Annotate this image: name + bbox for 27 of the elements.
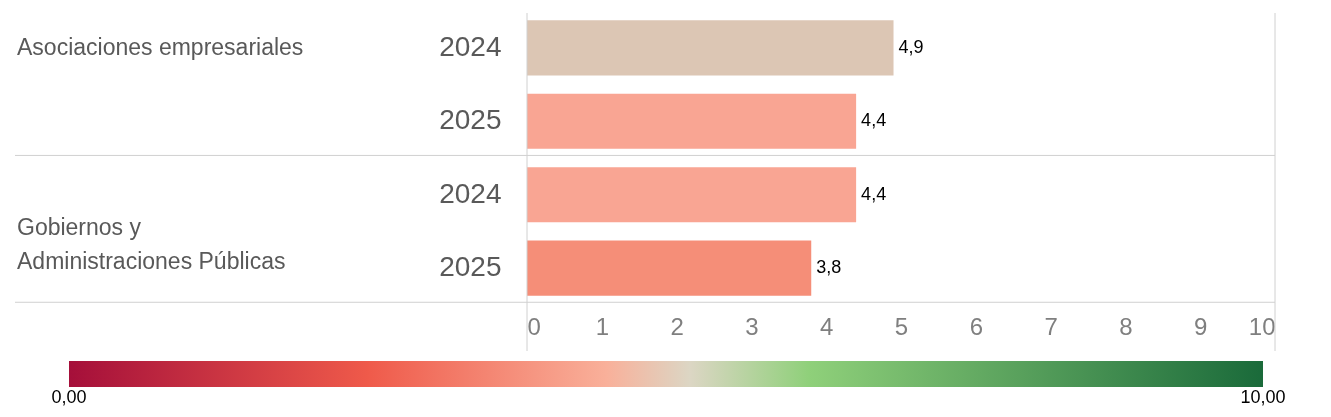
y-tick-label: 2024 (439, 30, 502, 62)
bar (527, 20, 894, 76)
y-tick-label: 2024 (439, 177, 502, 209)
data-label: 4,9 (898, 36, 924, 57)
bar (527, 93, 857, 149)
bar (527, 240, 812, 296)
x-tick-label: 8 (1119, 312, 1133, 340)
bar (527, 167, 857, 223)
data-label: 4,4 (861, 183, 887, 204)
color-bar-label: 10,00 (1240, 387, 1286, 407)
text: Asociaciones empresariales (17, 33, 304, 60)
x-tick-label: 7 (1044, 312, 1058, 340)
x-tick-label: 9 (1194, 312, 1208, 340)
y-tick-label: 2025 (439, 251, 502, 283)
data-label: 3,8 (816, 257, 842, 278)
text: Gobiernos y Administraciones Públicas (17, 213, 286, 274)
x-tick-label: 5 (894, 312, 909, 340)
x-tick-label: 0 (527, 312, 541, 340)
x-tick-label: 3 (745, 312, 759, 340)
x-tick-label: 4 (820, 312, 834, 340)
data-label: 4,4 (861, 110, 887, 131)
y-tick-label: 2025 (439, 104, 502, 136)
x-tick-label: 6 (969, 312, 983, 340)
x-tick-label: 10 (1248, 312, 1276, 340)
color-bar-label: 0,00 (51, 387, 87, 407)
x-tick-label: 1 (595, 312, 609, 340)
x-tick-label: 2 (670, 312, 684, 340)
